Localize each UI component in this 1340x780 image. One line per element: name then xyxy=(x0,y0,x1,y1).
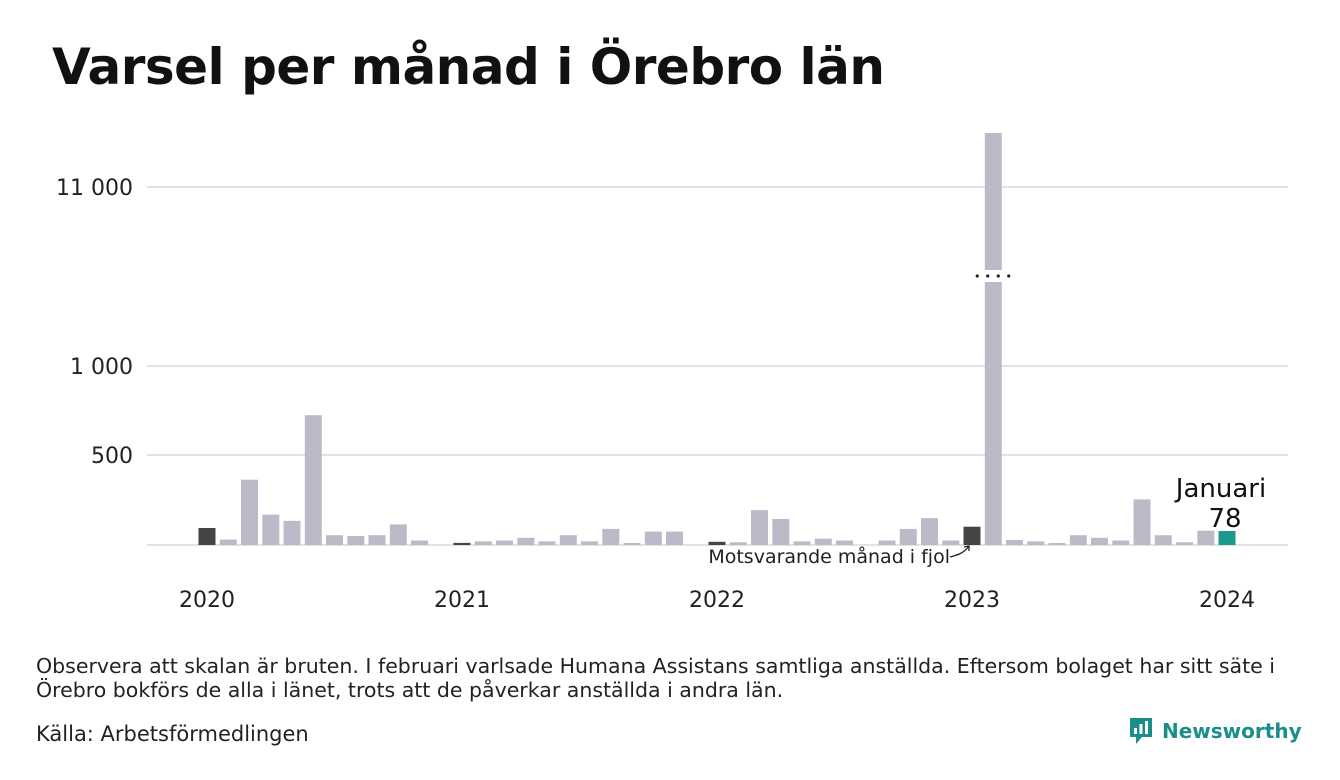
x-axis-ticks: 2020 2021 2022 2023 2024 xyxy=(179,588,1255,613)
bar xyxy=(1154,535,1172,545)
source-text: Källa: Arbetsförmedlingen xyxy=(36,722,309,746)
chart-title: Varsel per månad i Örebro län xyxy=(52,38,885,96)
bar xyxy=(581,541,598,545)
bar xyxy=(283,520,301,545)
bar xyxy=(474,541,492,545)
bar xyxy=(751,510,768,545)
x-tick-label: 2020 xyxy=(179,588,235,613)
bar xyxy=(899,528,917,545)
bar xyxy=(1027,541,1045,545)
x-tick-label: 2024 xyxy=(1199,588,1255,613)
bar xyxy=(1006,540,1023,545)
bar xyxy=(666,531,683,545)
highlight-month-label: Januari xyxy=(1174,474,1266,504)
annotations: Motsvarande månad i fjol Januari 78 xyxy=(708,474,1266,568)
x-tick-label: 2022 xyxy=(689,588,745,613)
bar xyxy=(1133,499,1151,545)
newsworthy-logo-icon xyxy=(1130,718,1152,744)
brand-name: Newsworthy xyxy=(1162,719,1302,743)
highlight-value-label: 78 xyxy=(1208,504,1241,534)
bar xyxy=(963,526,981,545)
brand-logo[interactable]: Newsworthy xyxy=(1128,716,1302,746)
bar xyxy=(559,535,577,545)
bar xyxy=(623,543,641,545)
bar xyxy=(729,542,747,545)
bar xyxy=(921,518,938,545)
bar-chart: 500 1 000 11 000 2020 2021 2022 2023 2024 Mots… xyxy=(56,133,1288,613)
y-tick-label: 1 000 xyxy=(70,355,133,380)
bar xyxy=(793,541,811,545)
scale-break-dot xyxy=(986,274,990,278)
y-tick-label: 11 000 xyxy=(56,176,133,201)
bar xyxy=(984,133,1002,545)
x-tick-label: 2021 xyxy=(434,588,490,613)
scale-break-dot xyxy=(1007,274,1011,278)
bar xyxy=(1091,537,1108,545)
bars xyxy=(198,133,1236,545)
bar xyxy=(368,535,386,545)
bar xyxy=(453,542,471,545)
bar xyxy=(644,531,662,545)
x-tick-label: 2023 xyxy=(944,588,1000,613)
bar xyxy=(198,528,216,545)
bar xyxy=(496,540,513,545)
bar xyxy=(241,479,258,545)
bar xyxy=(389,524,407,545)
chart-note: Observera att skalan är bruten. I februa… xyxy=(36,654,1275,702)
same-month-last-year-arrow xyxy=(949,545,970,558)
bar xyxy=(814,538,832,545)
bar xyxy=(942,540,960,545)
scale-break-dot xyxy=(996,274,1000,278)
bar xyxy=(1048,543,1066,545)
same-month-last-year-label: Motsvarande månad i fjol xyxy=(708,545,950,568)
bar xyxy=(219,539,237,545)
bar xyxy=(878,540,896,545)
bar xyxy=(1176,542,1193,545)
bar xyxy=(708,541,726,545)
bar xyxy=(1218,531,1236,545)
scale-break-gap xyxy=(983,270,1003,282)
bar xyxy=(772,519,790,545)
bar xyxy=(304,415,322,545)
bar xyxy=(326,535,343,545)
scale-break-dot xyxy=(975,274,979,278)
bar xyxy=(347,536,365,545)
y-axis-ticks: 500 1 000 11 000 xyxy=(56,176,133,469)
bar xyxy=(1069,535,1087,545)
bar xyxy=(1112,540,1130,545)
scale-break-marker xyxy=(975,270,1011,282)
bar xyxy=(602,528,620,545)
bar xyxy=(517,537,535,545)
bar xyxy=(836,540,853,545)
y-tick-label: 500 xyxy=(91,444,133,469)
bar xyxy=(262,514,280,545)
bar xyxy=(1197,530,1215,545)
bar xyxy=(411,540,428,545)
bar xyxy=(538,541,556,545)
